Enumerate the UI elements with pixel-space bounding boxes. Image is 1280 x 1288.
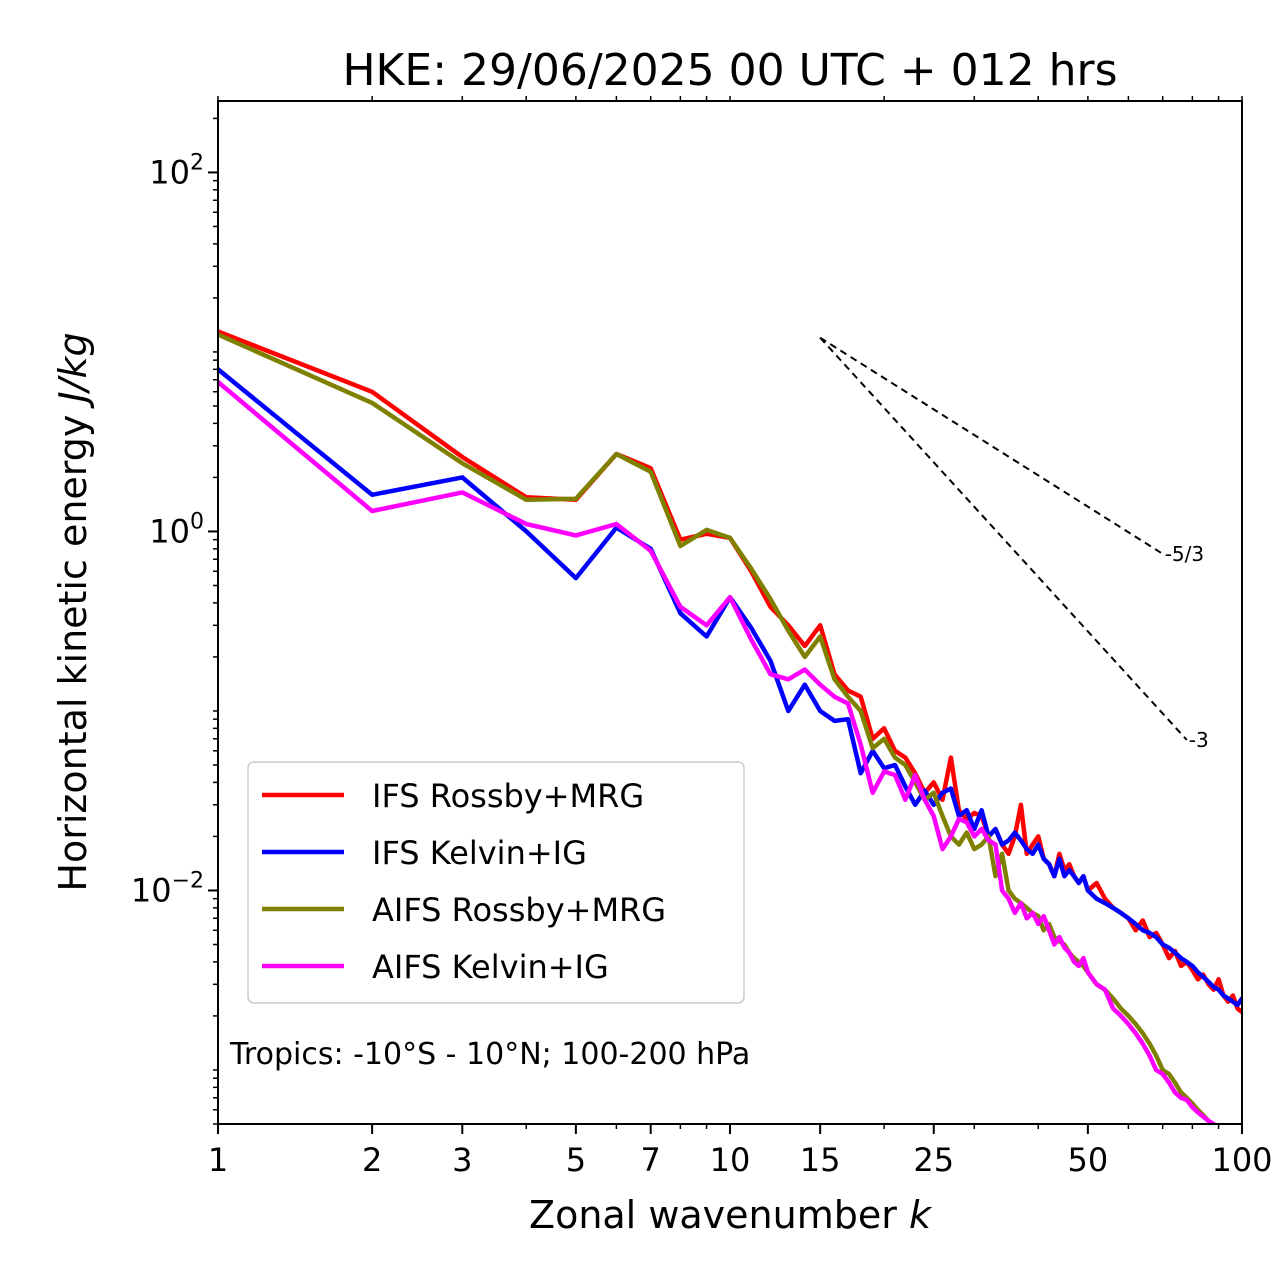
legend-entry: AIFS Kelvin+IG (262, 948, 609, 986)
legend: IFS Rossby+MRG IFS Kelvin+IG AIFS Rossby… (247, 761, 745, 1004)
x-tick-label: 10 (710, 1141, 751, 1179)
legend-box (247, 761, 745, 1004)
legend-label: IFS Kelvin+IG (372, 834, 587, 872)
legend-label: IFS Rossby+MRG (372, 777, 644, 815)
x-axis-label-var: k (909, 1193, 933, 1237)
reference-slope-line (819, 336, 1164, 555)
y-axis-label: Horizontal kinetic energy J/kg (51, 332, 95, 891)
x-tick-label: 15 (800, 1141, 841, 1179)
x-tick-label: 25 (913, 1141, 954, 1179)
region-annotation: Tropics: -10°S - 10°N; 100-200 hPa (229, 1037, 750, 1072)
y-axis-label-unit: J/kg (51, 332, 95, 409)
x-axis-label-text: Zonal wavenumber (529, 1193, 897, 1237)
x-tick-label: 1 (208, 1141, 228, 1179)
x-tick-label: 2 (362, 1141, 382, 1179)
series-layer (218, 329, 1242, 1124)
x-axis-label: Zonal wavenumber k (529, 1193, 933, 1237)
x-tick-label: 100 (1211, 1141, 1272, 1179)
series-line (218, 367, 1242, 1008)
x-tick-label: 5 (566, 1141, 586, 1179)
y-tick-label: 10−2 (131, 868, 204, 909)
legend-entry: IFS Kelvin+IG (262, 834, 587, 872)
reference-slopes: -5/3 -3 (819, 336, 1209, 752)
series-line (218, 329, 1242, 1015)
reference-slope-label: -5/3 (1165, 542, 1204, 566)
y-tick-label: 100 (149, 509, 204, 550)
x-tick-label: 7 (641, 1141, 661, 1179)
legend-entry: IFS Rossby+MRG (262, 777, 644, 815)
x-tick-label: 3 (452, 1141, 472, 1179)
x-axis-ticks: 1 2 3 5 7 10 15 25 50 100 (208, 96, 1273, 1179)
chart-title: HKE: 29/06/2025 00 UTC + 012 hrs (342, 45, 1117, 96)
y-tick-label: 102 (149, 150, 204, 191)
legend-label: AIFS Kelvin+IG (372, 948, 609, 986)
reference-slope-label: -3 (1189, 728, 1209, 752)
legend-entry: AIFS Rossby+MRG (262, 891, 666, 929)
series-line (218, 332, 1216, 1124)
reference-slope-line (819, 337, 1188, 741)
legend-label: AIFS Rossby+MRG (372, 891, 666, 929)
y-axis-label-text: Horizontal kinetic energy (51, 415, 95, 892)
y-axis-ticks: 102 100 10−2 (131, 117, 218, 1125)
x-tick-label: 50 (1068, 1141, 1109, 1179)
series-line (218, 379, 1216, 1124)
